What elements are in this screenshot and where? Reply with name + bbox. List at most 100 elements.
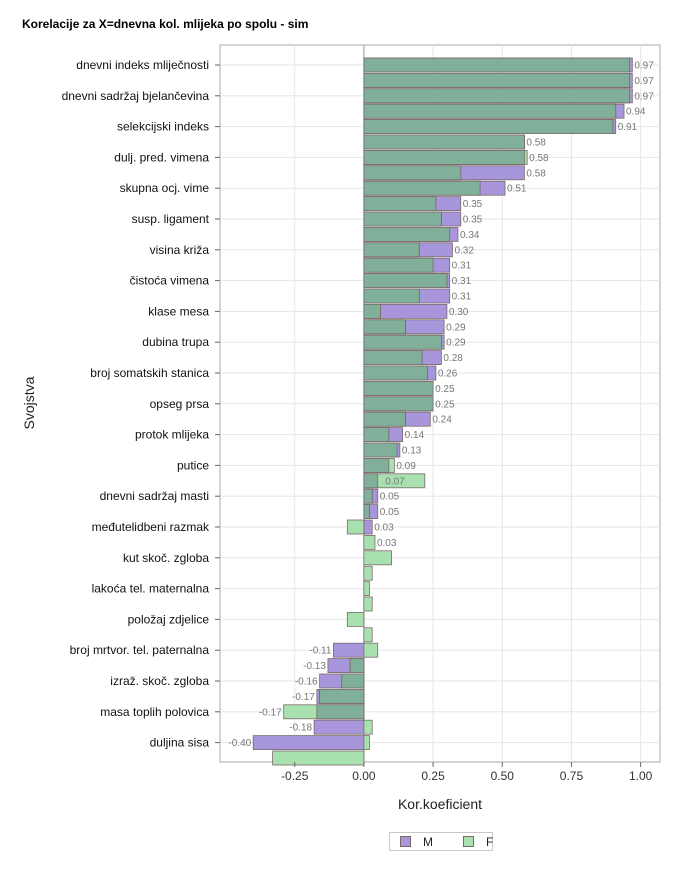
y-category-label: čistoća vimena [130, 274, 210, 288]
data-label: 0.31 [452, 292, 472, 303]
data-label: 0.25 [435, 384, 455, 395]
y-category-label: selekcijski indeks [117, 120, 209, 134]
y-category-label: izraž. skoč. zgloba [110, 674, 209, 688]
y-category-label: dnevni indeks mliječnosti [76, 58, 209, 72]
data-label: -0.16 [295, 677, 318, 688]
bar-overlap [319, 689, 365, 704]
bar-overlap [363, 88, 630, 104]
x-tick-label: 0.50 [491, 769, 515, 783]
data-label: 0.07 [385, 476, 405, 487]
y-category-label: visina križa [150, 243, 210, 257]
data-label: 0.97 [634, 91, 654, 102]
y-category-label: protok mlijeka [135, 428, 209, 442]
data-label: 0.30 [449, 307, 469, 318]
legend-swatch-f [463, 836, 474, 847]
x-tick-label: 0.00 [352, 769, 376, 783]
data-label: 0.94 [626, 107, 646, 118]
data-label: 0.35 [463, 199, 483, 210]
data-label: -0.13 [303, 661, 326, 672]
bar-overlap [316, 704, 365, 720]
bar-overlap [363, 427, 390, 443]
y-category-label: duljina sisa [150, 736, 210, 750]
bar-overlap [363, 119, 614, 134]
y-category-label: masa toplih polovica [100, 705, 209, 719]
y-category-label: međutelidbeni razmak [92, 520, 210, 534]
bar-overlap [363, 457, 390, 473]
bar-overlap [363, 196, 437, 212]
y-axis: dnevni indeks mliječnosti dnevni sadržaj … [62, 58, 220, 750]
y-category-label: putice [177, 458, 209, 472]
y-category-label: susp. ligament [132, 212, 210, 226]
data-label: 0.51 [507, 184, 527, 195]
y-category-label: broj mrtvor. tel. paternalna [70, 643, 210, 657]
data-label: 0.31 [452, 276, 472, 287]
data-label: 0.24 [432, 415, 452, 426]
y-category-label: skupna ocj. vime [120, 181, 210, 195]
data-label: 0.34 [460, 230, 480, 241]
bar-overlap [363, 411, 406, 427]
bar-overlap [363, 257, 434, 273]
bar-m [333, 642, 365, 658]
bar-overlap [363, 396, 434, 412]
data-label: -0.17 [292, 692, 315, 703]
y-axis-title: Svojstva [21, 376, 37, 429]
bar-overlap [363, 73, 630, 88]
bar-f [363, 627, 373, 643]
data-label: 0.05 [380, 492, 400, 503]
bar-f [363, 719, 373, 735]
bar-f [363, 535, 376, 550]
bar-overlap [363, 103, 617, 119]
y-category-label: opseg prsa [150, 397, 210, 411]
bar-overlap [341, 673, 365, 689]
data-label: 0.58 [526, 168, 546, 179]
bar-m [363, 519, 373, 535]
legend-entry-f: F [463, 835, 493, 849]
data-label: 0.05 [380, 507, 400, 518]
bar-overlap [363, 504, 370, 520]
data-label: 0.58 [529, 153, 549, 164]
data-label: 0.91 [618, 122, 638, 133]
bar-overlap [363, 211, 442, 227]
x-axis: -0.25 0.00 0.25 0.50 0.75 1.00 [281, 762, 653, 783]
bar-f [363, 642, 379, 658]
x-tick-label: 0.25 [421, 769, 445, 783]
y-category-label: broj somatskih stanica [90, 366, 209, 380]
labels-layer: 0.97 0.97 0.97 0.94 0.91 0.58 0.58 0.58 0.51 0.35… [228, 61, 654, 750]
y-category-label: lakoća tel. maternalna [92, 582, 210, 596]
bar-f [346, 519, 365, 535]
bar-m [313, 719, 365, 735]
data-label: 0.25 [435, 399, 455, 410]
y-category-label: dubina trupa [142, 335, 209, 349]
bar-overlap [363, 288, 420, 304]
bar-overlap [363, 165, 462, 181]
legend-label-f: F [486, 834, 494, 849]
data-label: 0.97 [634, 61, 654, 72]
data-label: -0.11 [309, 646, 331, 657]
data-label: 0.29 [446, 338, 466, 349]
y-category-label: položaj zdjelice [128, 612, 210, 626]
x-tick-label: 1.00 [629, 769, 653, 783]
data-label: 0.58 [526, 138, 546, 149]
bar-f [363, 735, 370, 750]
data-label: 0.32 [454, 245, 474, 256]
y-category-label: dnevni sadržaj masti [100, 489, 209, 503]
data-label: -0.40 [228, 738, 251, 749]
x-axis-title: Kor.koeficient [398, 796, 482, 812]
bar-m [252, 735, 365, 750]
bar-f [363, 550, 392, 566]
y-category-label: dnevni sadržaj bjelančevina [62, 89, 210, 103]
bar-overlap [363, 442, 398, 458]
data-label: 0.03 [374, 523, 394, 534]
bar-f [363, 565, 373, 581]
bar-f [346, 612, 365, 627]
bar-overlap [363, 319, 406, 335]
bar-overlap [363, 226, 451, 242]
chart-title: Korelacije za X=dnevna kol. mlijeka po s… [22, 17, 309, 31]
bar-overlap [363, 57, 630, 73]
data-label: 0.97 [634, 76, 654, 87]
bar-overlap [363, 380, 434, 396]
legend-entry-m: M [400, 835, 433, 849]
x-tick-label: 0.75 [560, 769, 584, 783]
legend-label-m: M [423, 834, 433, 849]
